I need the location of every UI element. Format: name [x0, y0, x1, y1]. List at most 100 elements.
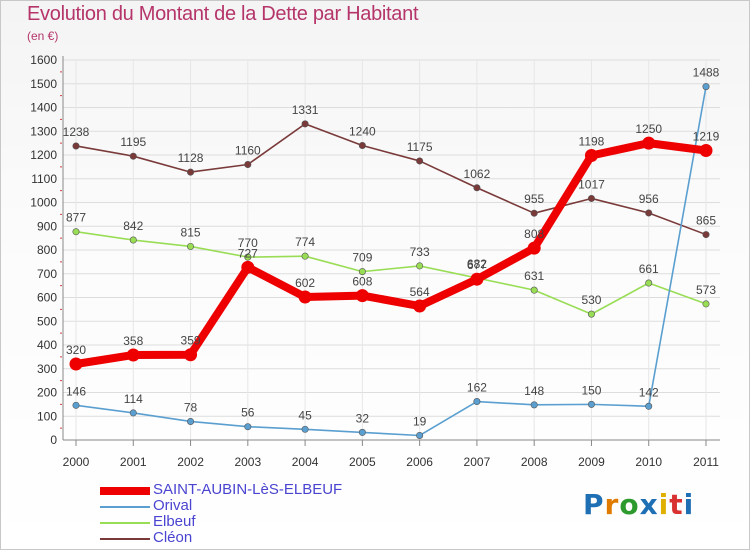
series-line-1: [75, 85, 707, 437]
series-point-3: [473, 184, 481, 192]
data-label: 1198: [579, 134, 605, 148]
series-point-2: [129, 236, 137, 244]
legend-swatch: [100, 538, 150, 540]
y-tick-label: 700: [37, 267, 57, 281]
data-label: 150: [581, 383, 601, 397]
logo-letter: i: [658, 488, 670, 521]
data-label: 1160: [235, 144, 261, 158]
series-point-3: [702, 231, 710, 239]
axes: 0 100 200 300 400 500 600 700 800 900 1000 1100 1200…: [30, 53, 720, 469]
series-point-0: [184, 348, 198, 362]
series-point-2: [702, 300, 710, 308]
series-point-1: [587, 400, 595, 408]
series-point-2: [416, 262, 424, 270]
data-label: 1331: [292, 103, 319, 117]
y-tick-label: 1200: [30, 148, 57, 162]
data-label: 146: [66, 384, 86, 398]
y-tick-label: 0: [50, 433, 57, 447]
y-tick-label: 200: [37, 386, 57, 400]
data-label: 1238: [63, 125, 90, 139]
legend-label: Elbeuf: [153, 513, 196, 530]
y-tick-label: 900: [37, 219, 57, 233]
series-point-3: [587, 194, 595, 202]
data-label: 573: [696, 283, 716, 297]
y-tick-label: 1600: [30, 53, 57, 67]
data-label: 677: [467, 258, 487, 272]
data-label: 162: [467, 381, 487, 395]
series-point-2: [587, 310, 595, 318]
series-point-1: [645, 402, 653, 410]
data-label: 358: [123, 334, 143, 348]
x-tick-label: 2002: [177, 455, 204, 469]
series-point-0: [355, 289, 369, 303]
y-tick-label: 1100: [31, 172, 57, 186]
data-label: 19: [413, 414, 427, 428]
data-label: 78: [184, 400, 198, 414]
data-label: 956: [639, 192, 659, 206]
chart-subtitle: (en €): [27, 29, 59, 43]
data-label: 661: [639, 262, 659, 276]
series-point-2: [645, 279, 653, 287]
series-point-3: [416, 157, 424, 165]
data-label: 1240: [349, 125, 376, 139]
data-label: 530: [581, 293, 601, 307]
data-label: 56: [241, 406, 255, 420]
x-tick-label: 2011: [693, 455, 719, 469]
x-tick-label: 2003: [234, 455, 261, 469]
data-label: 865: [696, 214, 716, 228]
logo-letter: i: [683, 488, 695, 521]
series-point-0: [642, 136, 656, 150]
data-label: 1219: [693, 129, 720, 143]
data-label: 770: [238, 236, 258, 250]
series-point-0: [241, 260, 255, 274]
y-tick-label: 300: [37, 362, 57, 376]
data-label: 32: [356, 411, 370, 425]
series-point-1: [129, 409, 137, 417]
series-point-2: [244, 253, 252, 261]
series-point-3: [187, 168, 195, 176]
x-tick-label: 2008: [521, 455, 548, 469]
series-point-2: [187, 242, 195, 250]
series-point-2: [72, 228, 80, 236]
series-point-3: [72, 142, 80, 150]
data-label: 608: [352, 275, 372, 289]
series-point-0: [699, 143, 713, 157]
data-label: 955: [524, 192, 544, 206]
series-line-3: [75, 123, 707, 236]
legend-label: SAINT-AUBIN-LèS-ELBEUF: [153, 481, 343, 498]
data-label: 733: [410, 245, 430, 259]
data-label: 1017: [578, 177, 605, 191]
x-tick-label: 2009: [578, 455, 605, 469]
data-label: 602: [295, 276, 315, 290]
series-point-1: [702, 83, 710, 91]
y-tick-label: 1300: [30, 124, 57, 138]
data-label: 1062: [464, 167, 491, 181]
data-label: 359: [181, 334, 201, 348]
proxiti-logo: Proxiti: [583, 488, 694, 521]
data-label: 1488: [693, 66, 720, 80]
data-label: 564: [410, 285, 430, 299]
series-point-3: [301, 120, 309, 128]
data-label: 727: [238, 246, 258, 260]
y-tick-label: 500: [37, 314, 57, 328]
series: [69, 83, 713, 439]
logo-letter: t: [669, 488, 684, 521]
data-label: 631: [524, 269, 544, 283]
legend-swatch: [100, 522, 150, 524]
data-label: 1175: [407, 140, 433, 154]
series-point-3: [645, 209, 653, 217]
x-tick-label: 2005: [349, 455, 376, 469]
y-tick-label: 800: [37, 243, 57, 257]
data-label: 1250: [635, 122, 662, 136]
y-tick-label: 1000: [30, 196, 57, 210]
series-point-3: [129, 152, 137, 160]
x-tick-label: 2000: [63, 455, 90, 469]
logo-letter: P: [583, 488, 605, 521]
x-tick-label: 2001: [120, 455, 147, 469]
logo-letter: r: [604, 488, 620, 521]
legend-swatch: [100, 487, 150, 495]
y-tick-label: 400: [37, 338, 57, 352]
logo-letter: x: [639, 488, 659, 521]
series-point-0: [69, 357, 83, 371]
